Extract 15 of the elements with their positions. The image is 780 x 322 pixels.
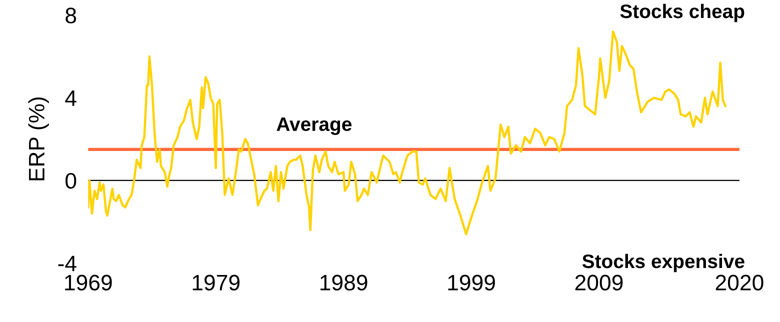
x-tick-label: 2020 [716,274,764,291]
ref-line-label: Average [276,117,352,135]
x-tick-label: 1999 [448,274,495,291]
annotation: Stocks cheap [620,4,744,22]
y-tick-label: 4 [65,90,76,106]
x-tick-label: 1989 [320,274,368,291]
y-tick-label: 8 [66,8,76,24]
y-tick-label: 0 [66,172,76,189]
x-tick-label: 1969 [65,274,112,291]
x-tick-label: 1979 [192,274,240,291]
line-series [88,30,726,236]
y-axis-title: ERP (%) [28,97,49,180]
y-tick-label: -4 [58,256,76,272]
x-tick-label: 2009 [575,274,623,291]
annotation: Stocks expensive [582,254,744,272]
